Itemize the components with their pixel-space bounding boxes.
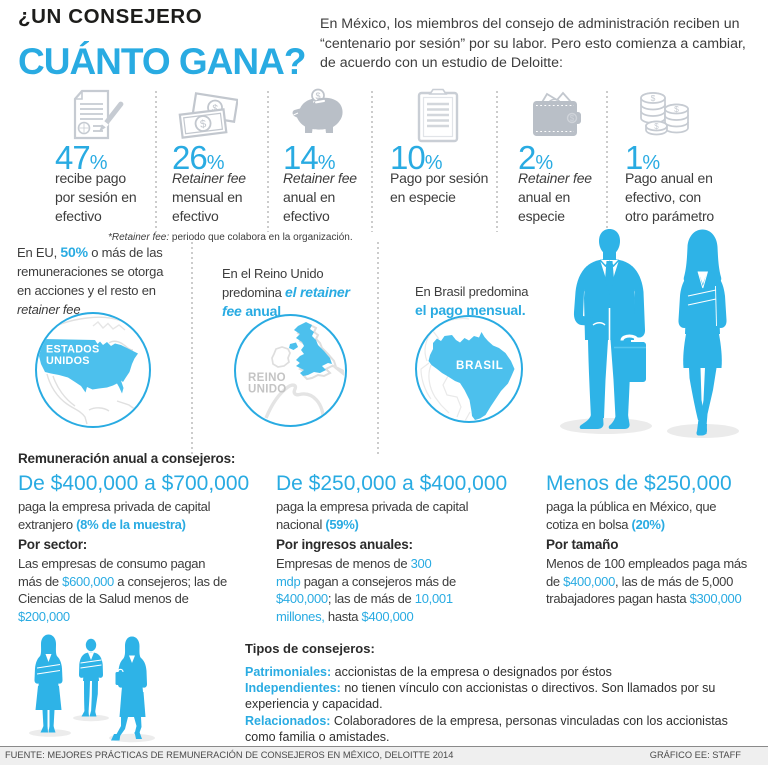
svg-text:$: $ <box>199 118 207 131</box>
svg-text:UNIDO: UNIDO <box>248 384 287 396</box>
svg-text:$: $ <box>651 93 656 103</box>
svg-text:$: $ <box>674 104 679 114</box>
svg-text:BRASIL: BRASIL <box>456 360 504 372</box>
svg-text:ESTADOS: ESTADOS <box>46 344 100 356</box>
svg-text:$: $ <box>654 122 659 131</box>
svg-text:$: $ <box>315 91 320 101</box>
svg-text:$: $ <box>570 114 575 123</box>
svg-text:UNIDOS: UNIDOS <box>46 355 90 367</box>
svg-text:REINO: REINO <box>248 372 286 384</box>
svg-text:$: $ <box>211 103 219 115</box>
